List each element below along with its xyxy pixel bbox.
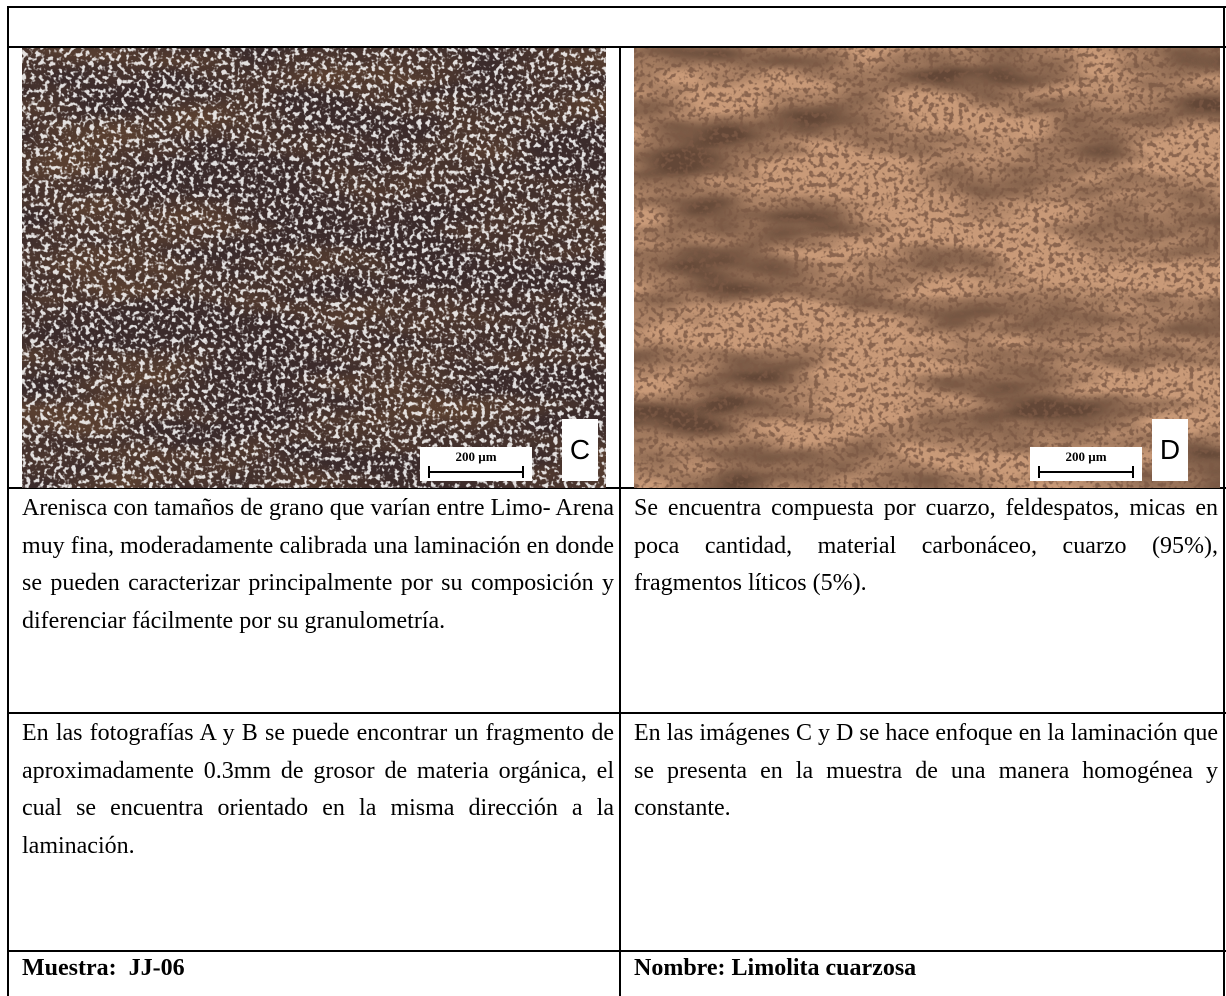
cell-text: En las imágenes C y D se hace enfoque en…: [634, 715, 1218, 828]
cell-text: Arenisca con tamaños de grano que varían…: [22, 490, 614, 640]
border: [7, 950, 1226, 952]
border: [7, 6, 1226, 8]
panel-label: C: [562, 419, 598, 481]
border: [619, 46, 621, 996]
micrograph: [22, 48, 606, 488]
footer-text: Muestra: JJ-06: [22, 955, 185, 982]
footer-text: Nombre: Limolita cuarzosa: [634, 955, 916, 982]
cell-text: En las fotografías A y B se puede encont…: [22, 715, 614, 865]
border: [7, 712, 1226, 714]
scale-text: 200 µm: [420, 449, 532, 465]
border: [7, 6, 9, 996]
scale-bar: 200 µm: [420, 447, 532, 481]
cell-text: Se encuentra compuesta por cuarzo, felde…: [634, 490, 1218, 603]
border: [1223, 6, 1225, 996]
page: 200 µm C 200 µm D Arenisca con tamaños d…: [0, 0, 1226, 996]
micrograph: [634, 48, 1220, 488]
scale-text: 200 µm: [1030, 449, 1142, 465]
panel-label: D: [1152, 419, 1188, 481]
scale-bar: 200 µm: [1030, 447, 1142, 481]
